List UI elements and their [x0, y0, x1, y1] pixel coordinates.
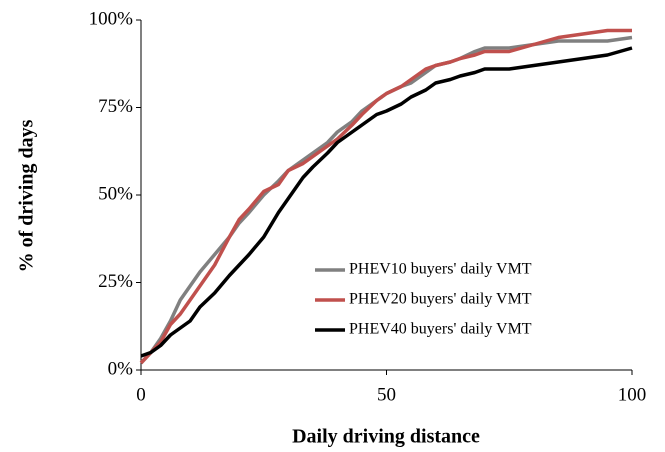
legend-text: PHEV40 buyers' daily VMT [349, 321, 532, 338]
y-tick-label: 100% [89, 8, 134, 29]
y-tick-label: 75% [98, 96, 133, 117]
legend-text: PHEV20 buyers' daily VMT [349, 291, 532, 308]
x-tick-label: 100 [618, 384, 647, 405]
y-tick-label: 25% [98, 271, 133, 292]
x-tick-label: 50 [377, 384, 396, 405]
legend-text: PHEV10 buyers' daily VMT [349, 261, 532, 278]
x-axis-title: Daily driving distance [292, 426, 480, 448]
y-axis-title: % of driving days [16, 119, 38, 272]
x-tick-label: 0 [136, 384, 146, 405]
series-line [139, 35, 633, 365]
series-line [139, 28, 632, 365]
y-tick-label: 0% [108, 358, 134, 379]
y-tick-label: 50% [98, 183, 133, 204]
series-line [140, 46, 633, 358]
